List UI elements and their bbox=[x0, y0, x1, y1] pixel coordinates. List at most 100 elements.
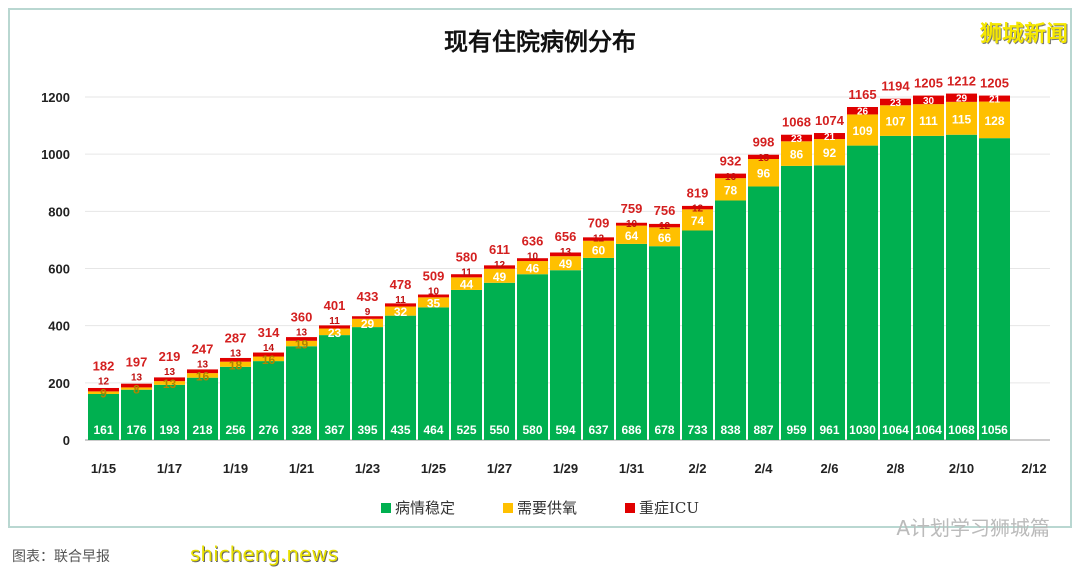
data-label-stable: 678 bbox=[654, 423, 674, 437]
data-label-stable: 193 bbox=[159, 423, 179, 437]
y-tick-label: 800 bbox=[48, 204, 70, 219]
data-label-oxygen: 74 bbox=[691, 214, 705, 228]
y-tick-label: 400 bbox=[48, 319, 70, 334]
data-label-oxygen: 16 bbox=[262, 353, 276, 367]
legend-swatch bbox=[380, 502, 391, 513]
x-tick-label: 2/12 bbox=[1021, 461, 1046, 476]
data-label-oxygen: 60 bbox=[592, 243, 606, 257]
data-label-oxygen: 109 bbox=[852, 124, 872, 138]
data-label-oxygen: 66 bbox=[658, 231, 672, 245]
data-label-total: 759 bbox=[621, 201, 643, 216]
bar-segment-stable bbox=[583, 257, 614, 440]
bar-segment-icu bbox=[913, 95, 944, 105]
x-tick-label: 1/23 bbox=[355, 461, 380, 476]
legend-label: 重症ICU bbox=[638, 499, 700, 517]
legend-swatch bbox=[502, 502, 513, 513]
chart-title: 现有住院病例分布 bbox=[444, 28, 636, 56]
data-label-stable: 256 bbox=[225, 423, 245, 437]
data-label-icu: 13 bbox=[560, 247, 572, 258]
bar-segment-oxygen bbox=[880, 105, 911, 136]
x-tick-label: 2/10 bbox=[949, 461, 974, 476]
bar-segment-oxygen bbox=[649, 227, 680, 247]
data-label-total: 197 bbox=[126, 355, 148, 370]
bar-segment-stable bbox=[649, 246, 680, 440]
data-label-oxygen: 19 bbox=[295, 338, 309, 352]
legend-label: 病情稳定 bbox=[394, 499, 455, 517]
x-tick-label: 1/25 bbox=[421, 461, 446, 476]
bar-segment-oxygen bbox=[583, 240, 614, 258]
bar-segment-oxygen bbox=[187, 373, 218, 378]
bar-segment-stable bbox=[385, 315, 416, 440]
caption: 图表：联合早报 bbox=[12, 549, 110, 565]
x-tick-label: 1/15 bbox=[91, 461, 116, 476]
bar-segment-oxygen bbox=[946, 101, 977, 135]
data-label-stable: 961 bbox=[819, 423, 839, 437]
data-label-oxygen: 32 bbox=[394, 305, 408, 319]
data-label-stable: 594 bbox=[555, 423, 575, 437]
bar-segment-icu bbox=[880, 98, 911, 106]
data-label-icu: 11 bbox=[395, 295, 406, 306]
bar-segment-stable bbox=[979, 138, 1010, 440]
bar-segment-oxygen bbox=[517, 261, 548, 275]
x-tick-label: 1/17 bbox=[157, 461, 182, 476]
bar-segment-stable bbox=[220, 366, 251, 440]
bar-segment-icu bbox=[550, 252, 581, 257]
bar-segment-oxygen bbox=[319, 328, 350, 336]
y-tick-label: 200 bbox=[48, 376, 70, 391]
data-label-stable: 1068 bbox=[948, 423, 975, 437]
watermark-logo: 狮城新闻 bbox=[979, 22, 1068, 47]
data-label-icu: 13 bbox=[131, 373, 143, 384]
bar-segment-oxygen bbox=[748, 159, 779, 187]
data-label-icu: 16 bbox=[725, 172, 737, 183]
data-label-total: 1074 bbox=[815, 113, 845, 128]
x-tick-label: 2/4 bbox=[754, 461, 773, 476]
bar-segment-stable bbox=[880, 135, 911, 440]
bar-segment-oxygen bbox=[814, 139, 845, 166]
data-label-total: 1212 bbox=[947, 74, 976, 89]
data-label-total: 611 bbox=[489, 242, 510, 257]
bar-segment-stable bbox=[847, 145, 878, 440]
bar-segment-stable bbox=[715, 200, 746, 440]
data-label-icu: 21 bbox=[824, 132, 836, 143]
data-label-stable: 218 bbox=[192, 423, 212, 437]
data-label-icu: 12 bbox=[659, 221, 671, 232]
bar-segment-oxygen bbox=[88, 391, 119, 394]
bar-segment-icu bbox=[88, 387, 119, 392]
bar-segment-icu bbox=[649, 223, 680, 228]
bar-segment-icu bbox=[352, 316, 383, 319]
data-label-oxygen: 18 bbox=[229, 358, 243, 372]
bar-segment-stable bbox=[451, 289, 482, 440]
data-label-total: 636 bbox=[522, 234, 544, 249]
bar-segment-icu bbox=[253, 352, 284, 357]
data-label-oxygen: 86 bbox=[790, 148, 804, 162]
bar-segment-icu bbox=[517, 258, 548, 262]
bar-segment-stable bbox=[121, 389, 152, 440]
data-label-total: 1194 bbox=[881, 79, 910, 94]
legend-swatch bbox=[624, 502, 635, 513]
data-label-total: 1205 bbox=[980, 76, 1009, 91]
data-label-oxygen: 49 bbox=[559, 257, 573, 271]
bar-segment-icu bbox=[187, 369, 218, 374]
data-label-stable: 1064 bbox=[915, 423, 942, 437]
bar-segment-stable bbox=[352, 327, 383, 440]
data-label-total: 401 bbox=[324, 298, 346, 313]
legend: 病情稳定 需要供氧 重症ICU bbox=[340, 497, 740, 518]
y-tick-label: 0 bbox=[63, 433, 70, 448]
data-label-total: 580 bbox=[456, 250, 478, 265]
x-tick-label: 1/19 bbox=[223, 461, 248, 476]
data-label-total: 182 bbox=[93, 359, 115, 374]
y-tick-label: 1200 bbox=[41, 90, 70, 105]
data-label-oxygen: 13 bbox=[163, 377, 177, 391]
x-tick-label: 1/31 bbox=[619, 461, 644, 476]
data-label-icu: 13 bbox=[296, 328, 308, 339]
watermark-wechat: A计划学习狮城篇 bbox=[896, 516, 1050, 540]
data-label-oxygen: 35 bbox=[427, 296, 441, 310]
data-label-oxygen: 92 bbox=[823, 146, 837, 160]
x-tick-label: 1/27 bbox=[487, 461, 512, 476]
data-label-oxygen: 9 bbox=[100, 387, 107, 401]
data-label-total: 433 bbox=[357, 289, 379, 304]
data-label-stable: 887 bbox=[753, 423, 773, 437]
data-label-icu: 13 bbox=[230, 348, 242, 359]
data-label-stable: 733 bbox=[687, 423, 707, 437]
bar-segment-icu bbox=[715, 173, 746, 179]
